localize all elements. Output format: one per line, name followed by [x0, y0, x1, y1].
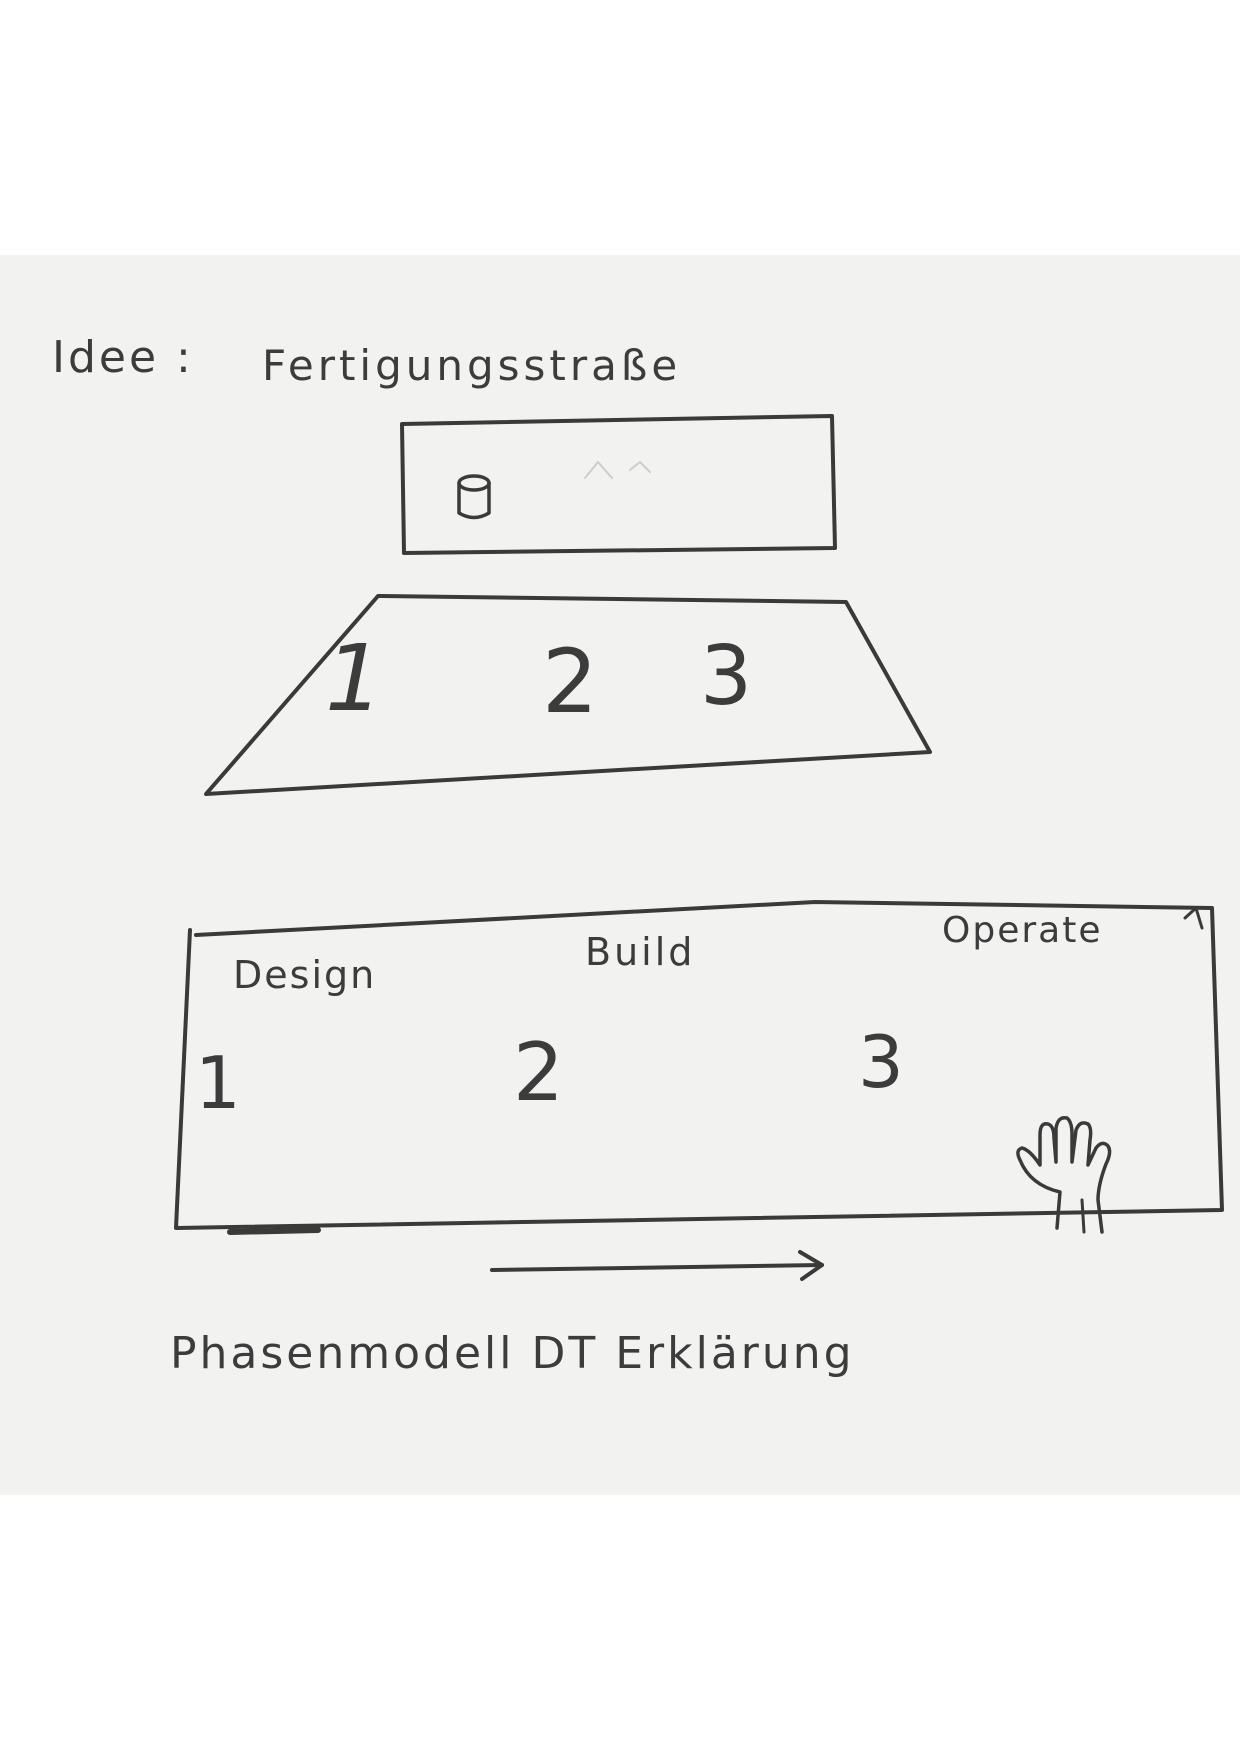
phase-operate-label: Operate — [942, 910, 1102, 951]
idea-title: Fertigungsstraße — [262, 341, 681, 390]
paper-sheet — [0, 255, 1240, 1495]
hand-icon — [1016, 1115, 1112, 1234]
erased-marks — [584, 461, 651, 479]
phase-box — [174, 900, 1224, 1230]
phase-design-label: Design — [233, 953, 376, 997]
idea-label: Idee : — [52, 332, 194, 383]
underline-stroke — [227, 1227, 321, 1235]
diagram-caption: Phasenmodell DT Erklärung — [170, 1328, 855, 1379]
phase-build-label: Build — [585, 930, 695, 974]
station-number-3: 3 — [700, 629, 752, 724]
station-number-2: 2 — [542, 630, 598, 733]
corner-mark — [1183, 906, 1204, 930]
machine-box — [400, 414, 837, 555]
arrow-right-icon — [490, 1250, 824, 1281]
phase-design-number: 1 — [195, 1041, 241, 1125]
cylinder-icon — [457, 474, 491, 520]
conveyor-trapezoid — [204, 594, 932, 796]
phase-build-number: 2 — [513, 1026, 564, 1119]
station-number-1: 1 — [325, 625, 384, 732]
phase-operate-number: 3 — [858, 1020, 904, 1104]
